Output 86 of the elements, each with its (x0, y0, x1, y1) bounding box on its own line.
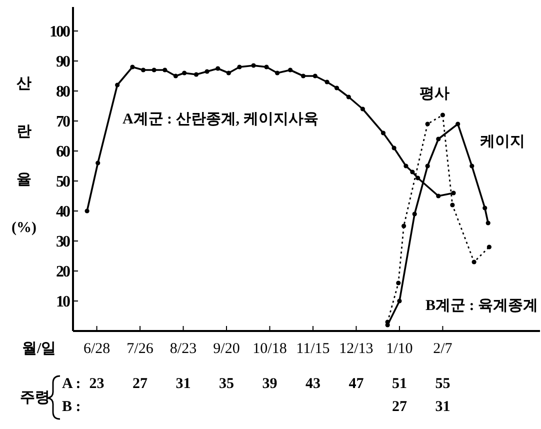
point (173, 74, 178, 78)
x-tick-label: 23 (89, 376, 104, 392)
y-tick-label: 90 (56, 54, 70, 71)
y-tick-label: 30 (56, 234, 70, 251)
series-label: 평사 (420, 86, 450, 102)
point (226, 70, 231, 76)
y-tick-label: 60 (56, 144, 70, 161)
point (360, 106, 366, 112)
text: 7/26 (126, 341, 154, 357)
point (396, 280, 401, 286)
point (237, 64, 242, 70)
point (380, 130, 386, 136)
point (140, 68, 146, 72)
y-tick-label: 70 (56, 114, 70, 131)
point (162, 68, 168, 72)
point (264, 64, 269, 70)
text: 11/15 (296, 341, 330, 357)
y-tick-label: 10 (56, 294, 70, 311)
x-tick-label: 43 (305, 376, 320, 392)
point (486, 244, 492, 250)
y-tick-label: 80 (56, 84, 70, 101)
point (96, 160, 100, 166)
point (436, 194, 441, 198)
x-tick-label: 27 (132, 376, 148, 392)
text: 1/10 (386, 341, 413, 357)
text: 월/일 (22, 341, 56, 357)
x-tick-label: 55 (435, 376, 450, 392)
point (451, 190, 456, 196)
x-axis-title: A : (62, 376, 81, 392)
point (346, 94, 351, 100)
point (182, 70, 187, 76)
point (470, 164, 474, 168)
text: 8/23 (170, 341, 197, 357)
point (412, 212, 417, 216)
text: 2/7 (433, 341, 453, 357)
y-tick-label: 100 (50, 24, 70, 41)
point (436, 136, 441, 142)
text: 10/18 (252, 341, 287, 357)
point (450, 202, 455, 208)
point (84, 208, 90, 214)
point (115, 82, 120, 88)
x-tick-label: 35 (219, 376, 234, 392)
y-tick-label: 20 (56, 264, 70, 281)
text: B : (62, 399, 81, 415)
text: 6/28 (83, 341, 110, 357)
point (324, 80, 330, 84)
text: 9/20 (213, 341, 240, 357)
y-tick-label: 50 (56, 174, 70, 191)
point (456, 122, 460, 126)
point (300, 74, 306, 78)
point (416, 176, 420, 180)
series-label: A계군 : 산란종계, 케이지사육 (122, 112, 318, 128)
point (401, 224, 406, 228)
annotation: B계군 : 육계종계 (426, 298, 538, 314)
point (251, 63, 256, 68)
x-tick-label: 39 (262, 376, 278, 392)
point (486, 220, 490, 226)
x-tick-label: 31 (176, 376, 191, 392)
point (312, 74, 318, 78)
series-label: 케이지 (480, 134, 525, 150)
point (288, 68, 293, 72)
text: 산란율 (%) (12, 76, 36, 236)
point (152, 68, 156, 72)
point (385, 320, 390, 324)
text: 27 (392, 399, 408, 415)
y-tick-label: 40 (56, 204, 70, 221)
point (194, 72, 199, 77)
x-tick-label: 51 (392, 376, 407, 392)
point (404, 164, 408, 168)
point (482, 206, 488, 210)
point (334, 86, 340, 90)
text: 31 (435, 399, 450, 415)
text: 12/13 (339, 341, 374, 357)
point (275, 70, 280, 76)
point (216, 66, 220, 71)
point (472, 260, 476, 264)
x-tick-label: 47 (348, 376, 364, 392)
point (425, 122, 430, 126)
point (410, 170, 415, 174)
point (397, 298, 402, 304)
point (130, 64, 135, 70)
point (425, 164, 430, 168)
point (440, 112, 446, 118)
point (204, 69, 210, 74)
point (392, 146, 396, 150)
text: 주령 (20, 390, 50, 406)
